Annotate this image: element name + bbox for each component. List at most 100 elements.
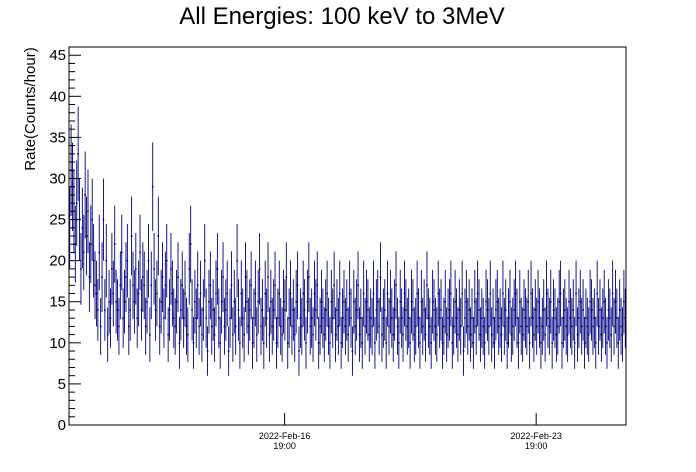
data-point [369, 317, 372, 319]
data-point [165, 259, 168, 262]
data-point [336, 309, 338, 311]
data-point [206, 350, 209, 352]
data-point [98, 251, 101, 254]
data-point [604, 325, 607, 328]
data-point [580, 325, 583, 328]
data-point [213, 333, 216, 336]
data-point [461, 292, 463, 295]
data-point [475, 325, 478, 328]
data-point [406, 325, 409, 328]
data-point [209, 284, 212, 287]
data-point [184, 292, 186, 295]
data-point [368, 333, 371, 336]
data-point [374, 342, 376, 344]
data-point [420, 300, 423, 303]
data-point [398, 342, 400, 344]
data-point [499, 317, 501, 319]
data-point [521, 333, 524, 336]
data-point [428, 325, 431, 328]
data-point [500, 333, 503, 336]
data-point [569, 317, 572, 319]
data-point [337, 325, 340, 328]
data-point [180, 309, 182, 311]
data-point [312, 333, 314, 336]
data-point [115, 300, 117, 303]
data-point [106, 333, 109, 336]
data-point [338, 292, 341, 295]
data-point [217, 317, 220, 319]
data-point [490, 333, 493, 336]
y-tick-label: 5 [58, 376, 66, 393]
data-point [288, 317, 290, 319]
data-point [219, 342, 222, 344]
data-point [360, 317, 362, 319]
y-axis-label: Rate(Counts/hour) [22, 47, 39, 170]
data-point [230, 284, 233, 287]
data-point [621, 333, 624, 336]
data-point [386, 292, 389, 295]
y-tick-label: 45 [49, 47, 66, 64]
data-point [194, 300, 196, 303]
data-point [329, 342, 331, 344]
data-point [285, 276, 288, 278]
data-point [362, 292, 365, 295]
data-point [488, 325, 490, 328]
data-point [562, 317, 565, 319]
data-point [609, 317, 611, 319]
data-point [599, 309, 601, 311]
data-point [119, 284, 122, 287]
data-point [196, 284, 199, 287]
data-point [444, 300, 447, 303]
data-point [195, 317, 198, 319]
data-point [485, 300, 487, 303]
data-point [455, 317, 458, 319]
data-point [552, 309, 555, 311]
x-tick-date-label: 2022-Feb-16 [259, 431, 311, 441]
data-point [123, 300, 126, 303]
data-point [476, 292, 479, 295]
data-point [236, 259, 238, 262]
data-point [364, 325, 366, 328]
data-point [226, 292, 229, 295]
data-point [451, 342, 454, 344]
data-point [417, 317, 420, 319]
data-point [547, 317, 549, 319]
data-point [201, 333, 203, 336]
data-point [510, 333, 513, 336]
data-point [330, 300, 333, 303]
data-point [319, 325, 321, 328]
data-point [382, 317, 385, 319]
data-point [112, 292, 115, 295]
data-point [77, 153, 79, 155]
data-point [199, 292, 202, 295]
data-point [260, 325, 262, 328]
data-point [358, 333, 361, 336]
data-point [357, 284, 359, 287]
data-point [478, 309, 480, 311]
data-point [313, 292, 316, 295]
data-point [126, 259, 129, 262]
data-point [143, 284, 146, 287]
data-point [326, 292, 328, 295]
data-point [585, 317, 587, 319]
data-point [459, 325, 462, 328]
data-point [271, 325, 274, 328]
data-point [270, 300, 272, 303]
data-point [333, 284, 335, 287]
data-point [88, 276, 91, 278]
data-point [198, 325, 200, 328]
data-point [395, 284, 397, 287]
data-point [376, 300, 379, 303]
data-point [308, 276, 310, 278]
data-point [600, 333, 603, 336]
data-point [105, 259, 108, 262]
data-point [305, 342, 307, 344]
data-point [492, 317, 494, 319]
data-point [132, 284, 134, 287]
data-point [534, 309, 537, 311]
x-tick-time-label: 19:00 [273, 441, 296, 451]
data-point [400, 317, 403, 319]
data-point [434, 325, 437, 328]
